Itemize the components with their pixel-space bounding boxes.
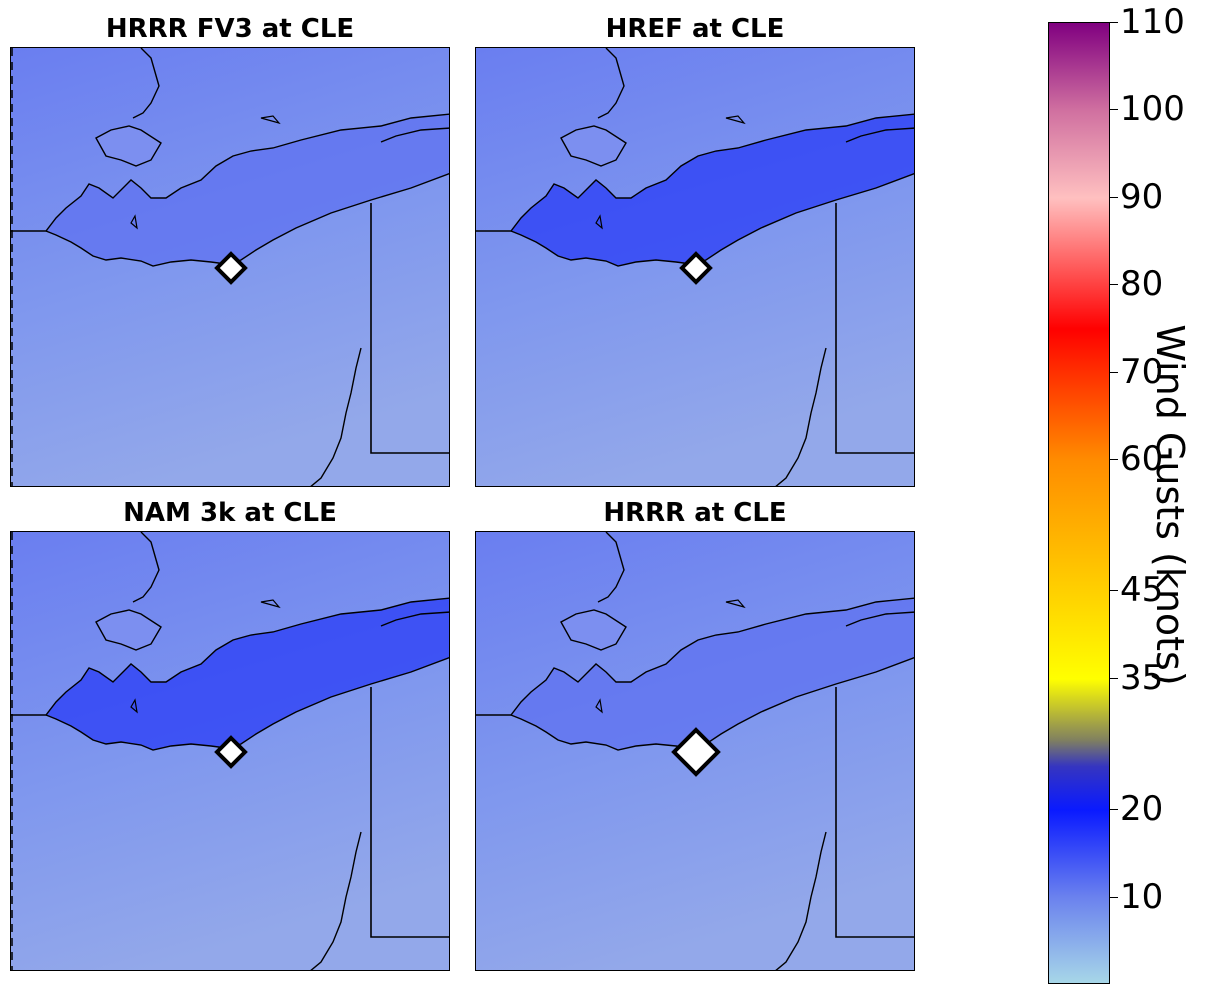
colorbar-tick-mark: [1110, 371, 1118, 373]
detroit-river-outline: [597, 532, 625, 603]
map-canvas: [476, 48, 914, 486]
colorbar-tick-label: 90: [1120, 176, 1164, 217]
cle-station-marker: [679, 251, 713, 285]
lake-erie-north-shore: [476, 113, 914, 232]
map-panel-nam-3k: [10, 531, 450, 971]
colorbar-tick-mark: [1110, 677, 1118, 679]
colorbar-tick-label: 20: [1120, 789, 1164, 830]
panel-title-href: HREF at CLE: [605, 14, 785, 44]
island-outline: [130, 599, 281, 714]
lake-st-clair-outline: [95, 125, 162, 167]
map-panel-hrrr: [475, 531, 915, 971]
lake-erie-south-shore: [510, 173, 914, 267]
panel-title-hrrr-fv3: HRRR FV3 at CLE: [105, 14, 355, 44]
colorbar-tick-label: 110: [1120, 2, 1185, 42]
colorbar-tick-label: 70: [1120, 351, 1164, 392]
panel-title-nam-3k: NAM 3k at CLE: [123, 498, 337, 528]
lake-ontario-shore: [380, 127, 449, 143]
lake-erie-north-shore: [476, 597, 914, 716]
river-outline: [775, 347, 827, 486]
lake-erie-north-shore: [11, 113, 449, 232]
lake-st-clair-outline: [560, 125, 627, 167]
colorbar-tick-mark: [1110, 459, 1118, 461]
cle-station-marker: [214, 251, 248, 285]
lake-erie-shading: [476, 114, 914, 266]
lake-erie-shading: [11, 598, 449, 750]
detroit-river-outline: [597, 48, 625, 119]
lake-st-clair-outline: [95, 609, 162, 651]
lake-erie-south-shore: [45, 173, 449, 267]
island-outline: [595, 599, 746, 714]
colorbar-fill: [1049, 23, 1111, 985]
colorbar-tick-label: 80: [1120, 264, 1164, 305]
lake-ontario-shore: [845, 611, 914, 627]
colorbar-tick-mark: [1110, 22, 1118, 23]
lake-erie-south-shore: [510, 657, 914, 751]
detroit-river-outline: [132, 532, 160, 603]
colorbar-tick-mark: [1110, 590, 1118, 592]
colorbar-tick-label: 60: [1120, 439, 1164, 480]
colorbar-tick-label: 100: [1120, 89, 1185, 130]
detroit-river-outline: [132, 48, 160, 119]
lake-erie-north-shore: [11, 597, 449, 716]
river-outline: [775, 831, 827, 970]
map-canvas: [11, 532, 449, 970]
cle-station-marker: [214, 735, 248, 769]
island-outline: [130, 115, 281, 230]
colorbar-tick-label: 35: [1120, 657, 1164, 698]
colorbar-tick-mark: [1110, 196, 1118, 198]
state-border: [835, 687, 914, 938]
colorbar-label: Wind Gusts (knots): [1148, 324, 1192, 686]
lake-erie-south-shore: [45, 657, 449, 751]
colorbar-tick-mark: [1110, 809, 1118, 811]
cle-station-marker: [671, 727, 721, 777]
colorbar-tick-mark: [1110, 109, 1118, 111]
lake-ontario-shore: [380, 611, 449, 627]
map-panel-hrrr-fv3: [10, 47, 450, 487]
island-outline: [595, 115, 746, 230]
lake-st-clair-outline: [560, 609, 627, 651]
colorbar-gradient: [1048, 22, 1111, 985]
colorbar-tick-mark: [1110, 896, 1118, 898]
lake-erie-shading: [11, 114, 449, 266]
river-outline: [310, 831, 362, 970]
map-canvas: [11, 48, 449, 486]
panel-title-hrrr: HRRR at CLE: [603, 498, 787, 528]
map-panel-href: [475, 47, 915, 487]
colorbar: [1048, 22, 1111, 985]
lake-erie-shading: [476, 598, 914, 750]
state-border: [370, 687, 449, 938]
colorbar-tick-mark: [1110, 284, 1118, 286]
lake-ontario-shore: [845, 127, 914, 143]
colorbar-tick-label: 10: [1120, 876, 1164, 917]
map-canvas: [476, 532, 914, 970]
state-border: [370, 203, 449, 454]
colorbar-tick-label: 45: [1120, 570, 1164, 611]
state-border: [835, 203, 914, 454]
river-outline: [310, 347, 362, 486]
